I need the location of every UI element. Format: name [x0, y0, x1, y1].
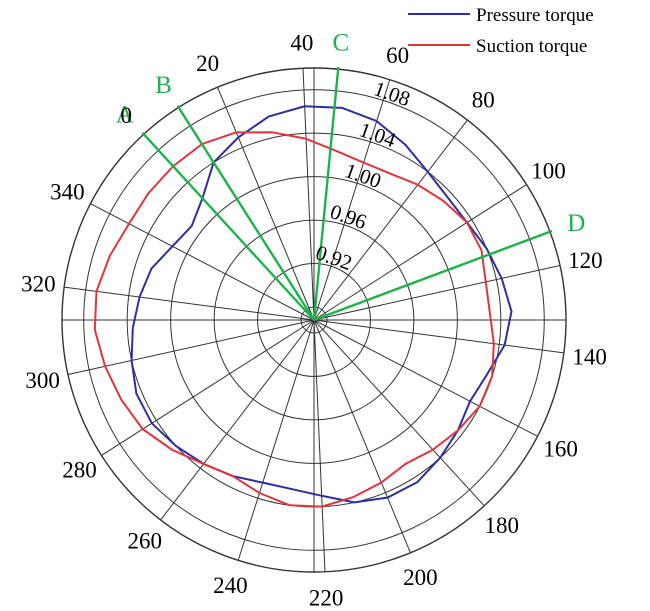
grid-spoke [67, 319, 315, 376]
legend-pressure-label: Pressure torque [476, 5, 594, 26]
reference-line-a [141, 131, 315, 321]
grid-spoke [217, 86, 315, 321]
angle-tick-label: 300 [25, 368, 60, 393]
grid-spoke [160, 319, 315, 521]
angle-tick-label: 100 [531, 159, 566, 184]
grid-spoke [313, 119, 468, 321]
angle-tick-label: 160 [543, 436, 578, 461]
suction-torque-line [93, 131, 495, 508]
grid-spoke [313, 184, 527, 321]
reference-line-c [312, 67, 340, 321]
angle-tick-label: 120 [568, 248, 603, 273]
legend: Pressure torque Suction torque [408, 5, 594, 57]
grid-spoke [313, 319, 538, 437]
angle-tick-label: 200 [403, 565, 438, 590]
reference-label-a: A [116, 102, 134, 129]
grid-spoke [237, 319, 315, 561]
angle-tick-label: 40 [290, 30, 313, 55]
radial-tick-label: 1.00 [342, 158, 385, 193]
angle-tick-label: 140 [572, 344, 607, 369]
radial-tick-label: 1.08 [371, 76, 414, 111]
grid-spoke [101, 319, 315, 456]
series-layer [93, 105, 513, 508]
reference-label-d: D [567, 210, 585, 237]
grid-spoke [90, 203, 315, 321]
grid-spoke [313, 319, 485, 507]
angle-tick-label: 320 [21, 272, 56, 297]
grid-spoke [313, 319, 411, 554]
radial-tick-label: 0.96 [327, 199, 370, 234]
pressure-torque-line [130, 105, 513, 504]
angle-tick-label: 0 [120, 103, 132, 128]
angle-tick-label: 220 [309, 586, 344, 611]
angle-tick-label: 180 [485, 513, 520, 538]
angle-tick-label: 80 [472, 87, 495, 112]
angle-tick-label: 280 [62, 457, 97, 482]
reference-line-b [176, 105, 316, 321]
angle-tick-label: 60 [386, 43, 409, 68]
radial-tick-label: 1.04 [356, 117, 399, 152]
grid-spoke [302, 68, 315, 321]
angle-tick-label: 20 [196, 51, 219, 76]
reference-lines: AB C D [116, 29, 585, 322]
grid-spoke [313, 319, 564, 354]
grid-spoke [64, 286, 315, 321]
reference-label-b: B [155, 72, 172, 99]
grid-spoke [313, 79, 391, 321]
reference-label-c: C [332, 29, 349, 56]
grid-spoke [313, 264, 561, 321]
legend-suction-label: Suction torque [476, 36, 587, 57]
angle-tick-label: 340 [50, 180, 85, 205]
grid-spoke [313, 319, 326, 572]
angle-tick-label: 240 [213, 573, 248, 598]
angle-tick-label: 260 [128, 529, 163, 554]
reference-line-d [313, 229, 553, 322]
